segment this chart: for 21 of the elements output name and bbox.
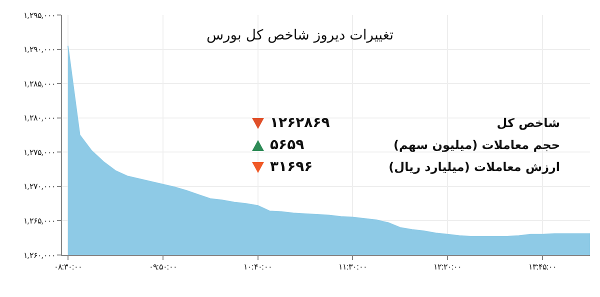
x-tick-label: ۱۲:۲۰:۰۰ [434,262,462,273]
annotation: حجم معاملات (میلیون سهم) [392,138,560,152]
y-tick-label: ۱,۲۷۵,۰۰۰ [23,146,56,158]
annotation: ۱۲۶۲۸۶۹ [270,115,331,131]
x-tick-label: ۰۹:۵۰:۰۰ [148,262,177,273]
y-tick-label: ۱,۲۶۰,۰۰۰ [23,250,56,261]
y-tick-label: ۱,۲۷۰,۰۰۰ [23,181,56,192]
y-tick-label: ۱,۲۶۵,۰۰۰ [23,216,56,227]
annotation: ارزش معاملات (میلیارد ریال) [388,160,560,174]
annotation: ۳۱۶۹۶ [270,159,314,175]
y-tick-label: ۱,۲۸۰,۰۰۰ [23,112,56,124]
y-tick-label: ۱,۲۹۰,۰۰۰ [23,44,56,56]
x-tick-label: ۱۳:۴۵:۰۰ [528,262,557,273]
y-tick-label: ۱,۲۹۵,۰۰۰ [23,10,56,21]
x-tick-label: ۰۸:۳۰:۰۰ [54,262,82,273]
y-tick-label: ۱,۲۸۵,۰۰۰ [23,78,56,90]
x-tick-label: ۱۰:۴۰:۰۰ [244,262,272,273]
x-tick-label: ۱۱:۳۰:۰۰ [338,262,367,273]
text: تغییرات دیروز شاخص کل بورس [206,28,394,44]
annotation: ۵۶۵۹ [270,137,306,153]
annotation: شاخص کل [496,116,560,130]
